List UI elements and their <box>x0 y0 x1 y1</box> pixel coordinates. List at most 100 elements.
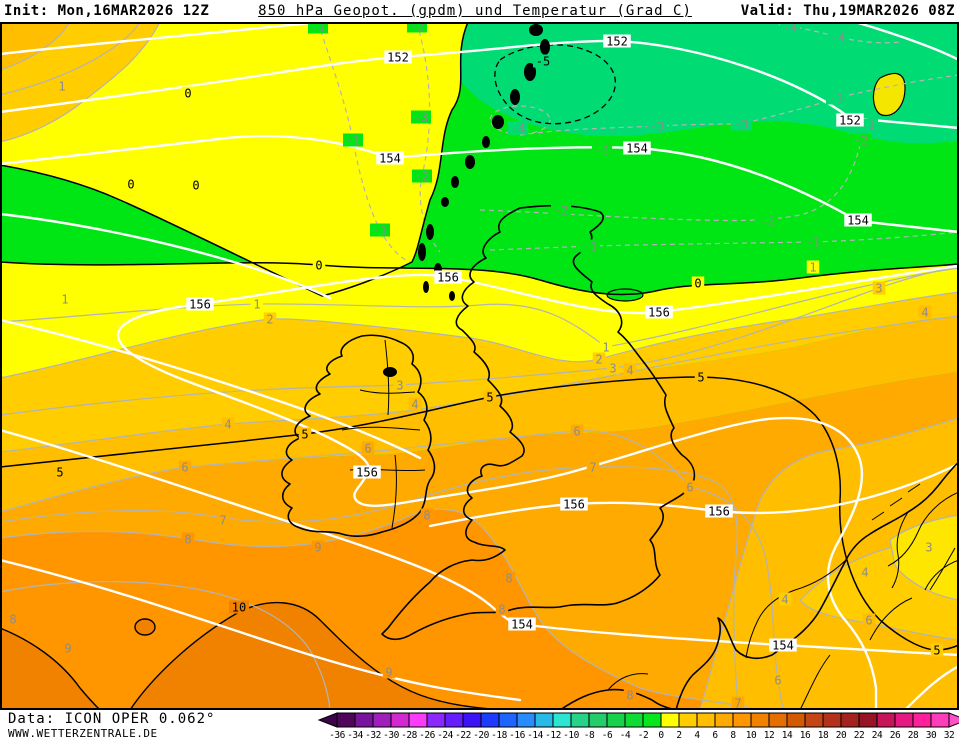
legend-color-cell <box>912 712 932 728</box>
temperature-contour-label: 6 <box>361 441 375 456</box>
legend-color-cell <box>354 712 374 728</box>
temperature-contour-label: -3 <box>647 119 667 134</box>
legend-color-cell <box>408 712 428 728</box>
legend-tick-label: -28 <box>401 730 417 740</box>
temperature-contour-label: -2 <box>407 22 427 34</box>
svg-text:-1: -1 <box>806 236 820 250</box>
geopotential-contour-label: 156 <box>645 305 673 320</box>
svg-text:6: 6 <box>865 614 872 628</box>
geopotential-contour-label: 156 <box>434 270 462 285</box>
legend-tick-label: -8 <box>584 730 595 740</box>
temperature-contour-label: 7 <box>216 513 230 528</box>
svg-text:156: 156 <box>648 306 670 320</box>
svg-text:-4: -4 <box>831 31 845 45</box>
legend-tick-label: 18 <box>818 730 829 740</box>
svg-text:6: 6 <box>573 425 580 439</box>
legend-color-cell <box>714 712 734 728</box>
svg-text:7: 7 <box>734 697 741 711</box>
svg-text:3: 3 <box>875 282 882 296</box>
temperature-contour-label: 0 <box>181 86 195 101</box>
temperature-contour-label: 10 <box>229 600 249 615</box>
temperature-contour-label: 2 <box>592 352 606 367</box>
legend-color-cell <box>552 712 572 728</box>
svg-text:156: 156 <box>189 298 211 312</box>
legend-tick-label: -30 <box>383 730 399 740</box>
temperature-contour-label: 8 <box>623 688 637 703</box>
temperature-contour-label: 5 <box>483 390 497 405</box>
legend-tick-label: -32 <box>365 730 381 740</box>
svg-text:5: 5 <box>933 644 940 658</box>
svg-text:8: 8 <box>184 533 191 547</box>
legend-color-cell <box>822 712 842 728</box>
temperature-contour-label: 4 <box>623 363 637 378</box>
svg-text:3: 3 <box>609 362 616 376</box>
svg-text:154: 154 <box>847 214 869 228</box>
temperature-contour-label: 3 <box>606 361 620 376</box>
legend-color-cell <box>570 712 590 728</box>
temperature-contour-label: -4 <box>780 22 800 35</box>
legend-color-cell <box>930 712 950 728</box>
temperature-contour-label: 1 <box>55 79 69 94</box>
svg-text:156: 156 <box>708 505 730 519</box>
contour-label-layer: -1 -2 -4-4-51 0 -3-3-3 -3 -1-4-1 -2-3-20 0-2-2-1… <box>6 22 944 711</box>
svg-text:-1: -1 <box>346 134 360 148</box>
svg-text:9: 9 <box>385 666 392 680</box>
temperature-contour-label: 0 <box>312 258 326 273</box>
svg-text:154: 154 <box>379 152 401 166</box>
legend-tick-label: -26 <box>419 730 435 740</box>
temperature-contour-label: -1 <box>343 133 363 148</box>
svg-text:-3: -3 <box>734 118 748 132</box>
svg-text:2: 2 <box>266 313 273 327</box>
legend-tick-label: -16 <box>509 730 525 740</box>
svg-text:9: 9 <box>314 541 321 555</box>
temperature-contour-label: 3 <box>393 378 407 393</box>
temperature-contour-label: 0 <box>124 177 138 192</box>
legend-arrow-left <box>317 712 338 728</box>
temperature-contour-label: -3 <box>592 143 612 158</box>
svg-text:4: 4 <box>411 398 418 412</box>
temperature-contour-label: -1 <box>580 239 600 254</box>
legend-arrow-right <box>948 712 959 728</box>
svg-text:7: 7 <box>589 461 596 475</box>
svg-text:0: 0 <box>127 178 134 192</box>
legend-color-cell <box>624 712 644 728</box>
svg-text:154: 154 <box>772 639 794 653</box>
temperature-contour-label: -4 <box>508 121 528 136</box>
svg-text:-3: -3 <box>829 92 843 106</box>
temperature-contour-label: 1 <box>806 260 820 275</box>
legend-tick-label: -22 <box>455 730 471 740</box>
legend-color-cell <box>606 712 626 728</box>
scottish-islands <box>383 24 550 377</box>
map-parameter-title: 850 hPa Geopot. (gpdm) und Temperatur (G… <box>258 3 692 19</box>
temperature-contour-label: 6 <box>862 613 876 628</box>
svg-text:152: 152 <box>839 114 861 128</box>
temperature-contour-label: 9 <box>311 540 325 555</box>
legend-tick-label: -18 <box>491 730 507 740</box>
temperature-contour-label: 8 <box>502 571 516 586</box>
legend-tick-label: 28 <box>908 730 919 740</box>
temperature-color-scale: -36 -34 -32 -30 -28 -26 -24 -22 -20 -18 -16 -14 -12-… <box>316 711 959 741</box>
temperature-contour-label: 0 <box>691 276 705 291</box>
valid-time-label: Valid: Thu,19MAR2026 08Z <box>740 3 955 19</box>
svg-text:154: 154 <box>511 618 533 632</box>
legend-tick-label: 32 <box>944 730 954 740</box>
temperature-contour-label: 5 <box>53 465 67 480</box>
svg-text:6: 6 <box>364 442 371 456</box>
legend-tick-label: 10 <box>746 730 757 740</box>
svg-text:-2: -2 <box>554 204 568 218</box>
geopotential-contour-label: 154 <box>376 151 404 166</box>
legend-tick-label: 6 <box>712 730 718 740</box>
temperature-contour-label: 3 <box>922 540 936 555</box>
svg-text:0: 0 <box>184 87 191 101</box>
legend-tick-label: 8 <box>730 730 736 740</box>
svg-text:4: 4 <box>861 566 868 580</box>
temperature-contour-label: 6 <box>178 460 192 475</box>
temperature-contour-label: 4 <box>858 565 872 580</box>
geopotential-contour-label: 154 <box>508 617 536 632</box>
legend-tick-label: -34 <box>347 730 363 740</box>
temperature-contour-label: -2 <box>551 203 571 218</box>
temperature-contour-label: 8 <box>495 602 509 617</box>
legend-tick-label: 24 <box>872 730 883 740</box>
legend-tick-label: -2 <box>638 730 648 740</box>
temperature-contour-label: 9 <box>61 641 75 656</box>
